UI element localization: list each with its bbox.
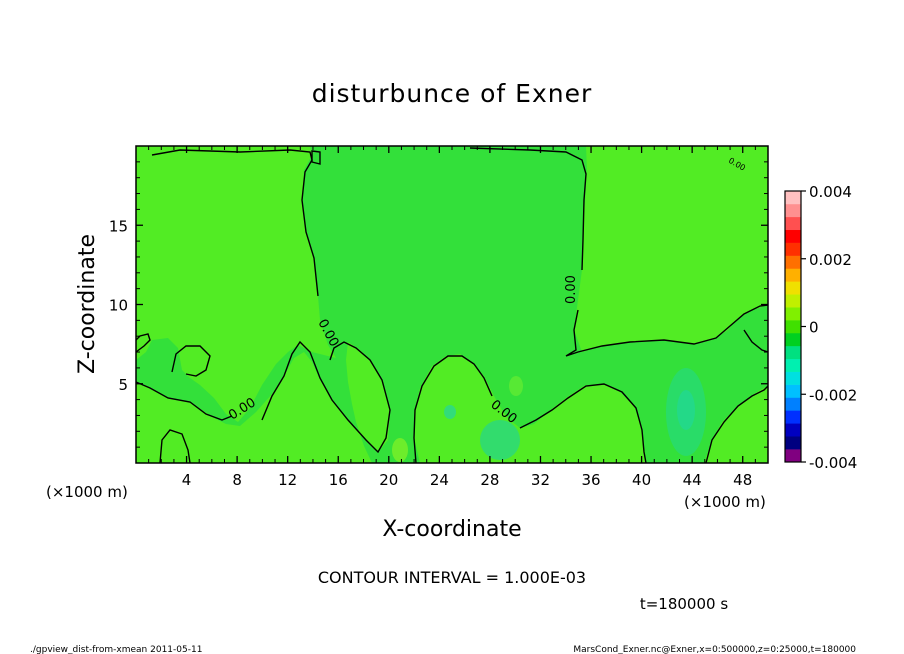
colorbar-swatch [785, 191, 801, 205]
chart-title: disturbunce of Exner [312, 79, 593, 108]
y-axis-title: Z-coordinate [75, 234, 100, 374]
field-region-bottom-left [136, 342, 390, 463]
colorbar-swatch [785, 281, 801, 295]
contour-line-central-hill [261, 340, 391, 454]
positive-spot-1 [392, 438, 408, 462]
colorbar-swatch [785, 216, 801, 231]
contour-line-right-lower [705, 385, 769, 464]
footer-right: MarsCond_Exner.nc@Exner,x=0:500000,z=0:2… [573, 645, 856, 654]
negative-spot-2 [677, 390, 695, 430]
colorbar-swatch [785, 320, 801, 334]
colorbar-swatch [785, 410, 801, 424]
contour-line-bottom-left [159, 429, 191, 464]
contour-line-right-hill [519, 383, 647, 464]
colorbar-swatch [785, 358, 801, 372]
colorbar-swatch [785, 345, 801, 360]
colorbar-tick-label: 0.002 [809, 251, 852, 269]
contour-line-top-right [469, 147, 587, 271]
x-tick-label: 16 [329, 471, 348, 489]
contour-line-mid-hill [413, 355, 493, 464]
colorbar-swatch [785, 294, 801, 308]
colorbar-tick-label: -0.004 [809, 454, 857, 472]
x-tick-label: 4 [182, 471, 192, 489]
colorbar-swatch [785, 203, 801, 218]
field-region-left [136, 146, 336, 422]
colorbar-swatch [785, 371, 801, 385]
field-region-bottom-mid [414, 354, 646, 463]
contour-line-right-upper [565, 304, 769, 357]
contour-line-left-lower [135, 381, 233, 421]
y-tick-label: 15 [109, 217, 128, 235]
x-unit-right: (×1000 m) [684, 493, 766, 511]
contour-line-mid-bottom [311, 150, 321, 165]
x-tick-label: 44 [683, 471, 702, 489]
footer-left: ./gpview_dist-from-xmean 2011-05-11 [30, 645, 202, 654]
x-tick-label: 28 [480, 471, 499, 489]
x-tick-label: 40 [632, 471, 651, 489]
y-tick-label: 5 [118, 376, 128, 394]
x-unit-left: (×1000 m) [46, 483, 128, 501]
x-tick-label: 12 [278, 471, 297, 489]
colorbar-swatch [785, 423, 801, 437]
colorbar: 0.004 0.002 0 -0.002 -0.004 [784, 183, 857, 472]
x-tick-label: 24 [430, 471, 449, 489]
colorbar-tick-label: 0 [809, 319, 819, 337]
positive-spot-2 [509, 376, 523, 396]
field-region-right [574, 146, 768, 352]
colorbar-swatch [785, 332, 801, 347]
colorbar-tick-label: 0.004 [809, 183, 852, 201]
x-tick-label: 32 [531, 471, 550, 489]
contour-line-left-loop [171, 345, 211, 377]
colorbar-swatch [785, 436, 801, 450]
colorbar-swatch [785, 307, 801, 321]
field-region-bottom-right [704, 386, 768, 463]
x-tick-label: 48 [733, 471, 752, 489]
y-tick-label: 10 [109, 297, 128, 315]
plot-area: 0.00 0.00 0.00 0.00 0.00 4 8 12 16 20 24 28 32 3… [109, 145, 769, 489]
time-text: t=180000 s [640, 595, 728, 613]
contour-interval-text: CONTOUR INTERVAL = 1.000E-03 [318, 568, 586, 587]
x-tick-label: 8 [232, 471, 242, 489]
colorbar-swatch [785, 384, 801, 398]
colorbar-swatch [785, 255, 801, 269]
x-axis-ticks: 4 8 12 16 20 24 28 32 36 40 44 48 [148, 146, 756, 489]
y-axis-ticks: 5 10 15 [109, 161, 768, 448]
colorbar-tick-label: -0.002 [809, 386, 857, 404]
colorbar-swatch [785, 449, 801, 463]
x-tick-label: 36 [581, 471, 600, 489]
negative-spot-3 [480, 420, 520, 460]
colorbar-swatch [785, 268, 801, 282]
colorbar-swatch [785, 397, 801, 411]
x-axis-title: X-coordinate [382, 517, 521, 542]
x-tick-label: 20 [379, 471, 398, 489]
negative-spot-4 [444, 405, 456, 419]
colorbar-swatch [785, 242, 801, 256]
contour-label-4: 0.00 [564, 275, 579, 304]
contour-line-loop-right [743, 329, 769, 353]
colorbar-swatch [785, 229, 801, 243]
zero-contours [135, 147, 769, 464]
